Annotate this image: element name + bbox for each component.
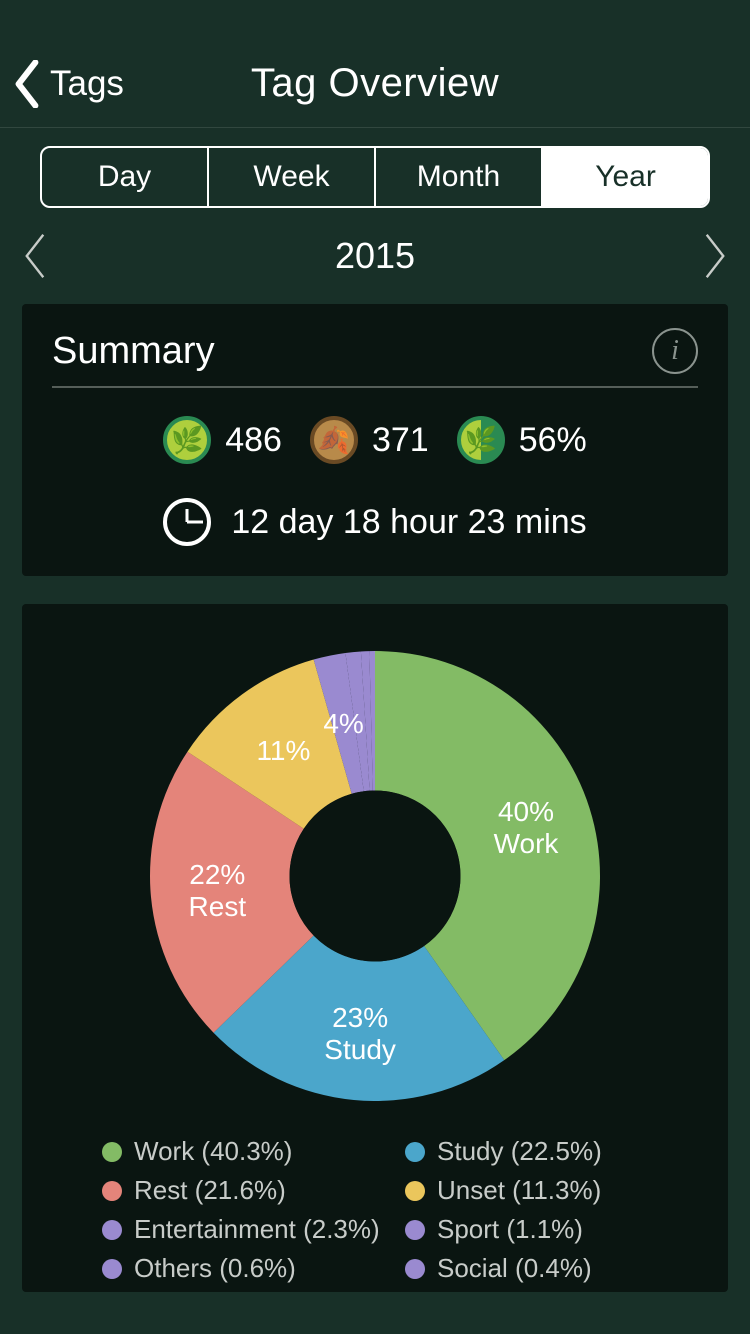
segment-week[interactable]: Week bbox=[209, 148, 376, 206]
summary-stats-row: 🌿 486 🍂 371 🌿 56% bbox=[52, 416, 698, 464]
healthy-tree-count: 486 bbox=[225, 421, 282, 460]
legend-item-rest: Rest (21.6%) bbox=[102, 1175, 385, 1206]
page-title: Tag Overview bbox=[251, 61, 499, 106]
nav-bar: Tags Tag Overview bbox=[0, 40, 750, 128]
legend-swatch-icon bbox=[405, 1220, 425, 1240]
summary-time-row: 12 day 18 hour 23 mins bbox=[52, 498, 698, 546]
total-time-value: 12 day 18 hour 23 mins bbox=[231, 503, 586, 542]
legend-label: Social (0.4%) bbox=[437, 1253, 592, 1284]
slice-label-study: 23%Study bbox=[324, 1001, 396, 1065]
legend-swatch-icon bbox=[102, 1259, 122, 1279]
legend-swatch-icon bbox=[102, 1220, 122, 1240]
segmented-control: DayWeekMonthYear bbox=[40, 146, 710, 208]
legend-label: Unset (11.3%) bbox=[437, 1175, 601, 1206]
stat-dead-trees: 🍂 371 bbox=[310, 416, 429, 464]
legend-label: Others (0.6%) bbox=[134, 1253, 296, 1284]
legend-swatch-icon bbox=[102, 1181, 122, 1201]
back-chevron-icon bbox=[12, 60, 42, 108]
back-button[interactable]: Tags bbox=[12, 60, 124, 108]
legend-swatch-icon bbox=[405, 1181, 425, 1201]
legend-item-unset: Unset (11.3%) bbox=[405, 1175, 688, 1206]
status-bar-spacer bbox=[0, 0, 750, 40]
segment-day[interactable]: Day bbox=[42, 148, 209, 206]
chart-legend: Work (40.3%) Study (22.5%) Rest (21.6%) Uns… bbox=[52, 1136, 698, 1284]
dead-tree-count: 371 bbox=[372, 421, 429, 460]
dead-tree-icon: 🍂 bbox=[310, 416, 358, 464]
legend-item-social: Social (0.4%) bbox=[405, 1253, 688, 1284]
healthy-tree-icon: 🌿 bbox=[163, 416, 211, 464]
summary-header: Summary i bbox=[52, 328, 698, 388]
segment-month[interactable]: Month bbox=[376, 148, 543, 206]
donut-chart: 40%Work 23%Study 22%Rest 11% 4% bbox=[145, 646, 605, 1106]
period-picker: 2015 bbox=[0, 208, 750, 304]
prev-period-button[interactable] bbox=[22, 232, 48, 280]
segment-year[interactable]: Year bbox=[543, 148, 708, 206]
legend-label: Sport (1.1%) bbox=[437, 1214, 583, 1245]
summary-card: Summary i 🌿 486 🍂 371 🌿 56% 12 day 18 ho… bbox=[22, 304, 728, 576]
chart-card: 40%Work 23%Study 22%Rest 11% 4% Work (40.3%)… bbox=[22, 604, 728, 1292]
stat-healthy-trees: 🌿 486 bbox=[163, 416, 282, 464]
legend-swatch-icon bbox=[102, 1142, 122, 1162]
slice-label-unset: 11% bbox=[256, 735, 310, 767]
legend-item-work: Work (40.3%) bbox=[102, 1136, 385, 1167]
period-label: 2015 bbox=[335, 235, 415, 277]
legend-swatch-icon bbox=[405, 1142, 425, 1162]
legend-swatch-icon bbox=[405, 1259, 425, 1279]
legend-item-others: Others (0.6%) bbox=[102, 1253, 385, 1284]
legend-label: Rest (21.6%) bbox=[134, 1175, 286, 1206]
slice-label-work: 40%Work bbox=[494, 796, 559, 860]
slice-label-entertainment: 4% bbox=[323, 708, 363, 740]
success-rate-icon: 🌿 bbox=[457, 416, 505, 464]
legend-item-entertainment: Entertainment (2.3%) bbox=[102, 1214, 385, 1245]
stat-success-rate: 🌿 56% bbox=[457, 416, 587, 464]
segmented-control-container: DayWeekMonthYear bbox=[0, 128, 750, 208]
back-label: Tags bbox=[50, 64, 124, 104]
summary-title: Summary bbox=[52, 330, 215, 373]
slice-label-rest: 22%Rest bbox=[189, 858, 247, 922]
legend-label: Entertainment (2.3%) bbox=[134, 1214, 380, 1245]
success-rate-value: 56% bbox=[519, 421, 587, 460]
legend-item-study: Study (22.5%) bbox=[405, 1136, 688, 1167]
info-icon[interactable]: i bbox=[652, 328, 698, 374]
legend-label: Study (22.5%) bbox=[437, 1136, 602, 1167]
legend-item-sport: Sport (1.1%) bbox=[405, 1214, 688, 1245]
clock-icon bbox=[163, 498, 211, 546]
legend-label: Work (40.3%) bbox=[134, 1136, 292, 1167]
next-period-button[interactable] bbox=[702, 232, 728, 280]
